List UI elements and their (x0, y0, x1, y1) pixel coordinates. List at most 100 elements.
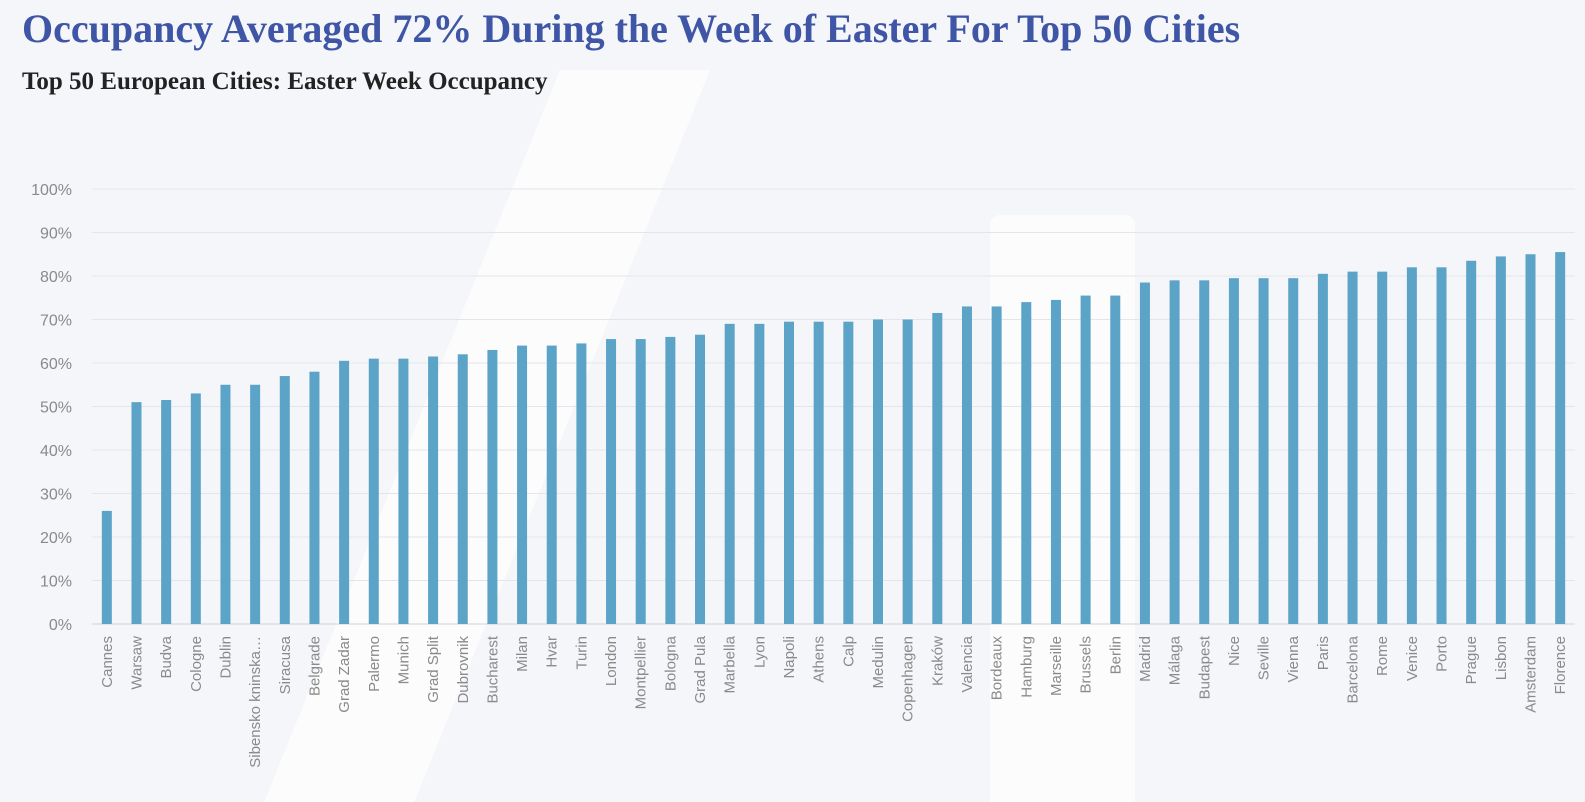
bar (635, 339, 646, 624)
bar (279, 376, 290, 624)
x-category-label: Rome (1374, 636, 1391, 676)
bar (1139, 282, 1150, 624)
page-title: Occupancy Averaged 72% During the Week o… (22, 6, 1241, 51)
bar (1110, 295, 1121, 624)
x-category-label: Florence (1552, 636, 1569, 694)
bar (843, 321, 854, 624)
x-category-label: Porto (1434, 636, 1451, 672)
bar (1050, 299, 1061, 624)
bar (1169, 280, 1180, 624)
y-tick-label: 80% (40, 269, 72, 286)
bar (1466, 260, 1477, 624)
x-category-label: Kraków (929, 636, 946, 686)
bar (606, 339, 617, 624)
y-tick-label: 40% (40, 443, 72, 460)
x-category-label: Seville (1256, 636, 1273, 680)
x-category-label: Warsaw (128, 636, 145, 690)
bar (339, 360, 350, 624)
x-category-label: Barcelona (1345, 635, 1362, 703)
x-category-label: Lisbon (1493, 636, 1510, 680)
x-category-label: Hamburg (1018, 636, 1035, 698)
bar (1258, 278, 1269, 624)
x-category-label: Marbella (722, 635, 739, 693)
bar (754, 323, 765, 624)
bar (428, 356, 439, 624)
bar (1288, 278, 1299, 624)
x-category-label: Paris (1315, 636, 1332, 670)
bars (101, 252, 1566, 624)
bar (695, 334, 706, 624)
x-category-label: Grad Zadar (336, 636, 353, 713)
x-category-label: Montpellier (633, 636, 650, 709)
y-tick-label: 50% (40, 400, 72, 417)
x-category-label: Bucharest (484, 635, 501, 703)
y-tick-label: 0% (49, 617, 72, 634)
x-category-label: Grad Split (425, 635, 442, 703)
x-category-label: Athens (811, 636, 828, 683)
x-category-label: Marseille (1048, 636, 1065, 696)
x-category-label: Grad Pula (692, 635, 709, 703)
x-category-label: Venice (1404, 636, 1421, 681)
bar (576, 343, 587, 624)
bar (101, 510, 112, 624)
x-category-label: Copenhagen (900, 636, 917, 722)
x-category-label: Milan (514, 636, 531, 672)
bar (1317, 273, 1328, 624)
x-category-label: Brussels (1078, 636, 1095, 694)
bar (1377, 271, 1388, 624)
x-category-label: Palermo (366, 636, 383, 692)
bar (457, 354, 468, 624)
bar (1080, 295, 1091, 624)
bar (1021, 302, 1032, 624)
bar (1228, 278, 1239, 624)
x-category-label: Munich (395, 636, 412, 684)
bar (991, 306, 1002, 624)
x-category-label: Napoli (781, 636, 798, 679)
y-axis-ticks: 0% 10% 20% 30% 40% 50% 60% 70% 80% 90% 100% (31, 182, 72, 634)
x-category-label: Prague (1463, 636, 1480, 684)
bar (398, 358, 409, 624)
bar (220, 384, 231, 624)
bar (902, 319, 913, 624)
x-category-label: Valencia (959, 635, 976, 692)
x-category-label: Dubrovnik (455, 636, 472, 704)
bar (517, 345, 528, 624)
bar (1406, 267, 1417, 624)
x-category-label: Sibensko kninska… (247, 636, 264, 768)
y-tick-label: 100% (31, 182, 72, 199)
y-tick-label: 20% (40, 530, 72, 547)
bar (1495, 256, 1506, 624)
y-tick-label: 60% (40, 356, 72, 373)
bar (131, 402, 142, 624)
x-category-label: Calp (840, 636, 857, 667)
bar (872, 319, 883, 624)
bar (784, 321, 795, 624)
chart-subtitle: Top 50 European Cities: Easter Week Occu… (22, 68, 548, 95)
x-category-label: Vienna (1285, 635, 1302, 682)
y-tick-label: 90% (40, 226, 72, 243)
x-category-label: Hvar (544, 636, 561, 668)
bar (1347, 271, 1358, 624)
x-category-label: Budva (158, 635, 175, 678)
y-tick-label: 10% (40, 574, 72, 591)
x-category-label: Amsterdam (1523, 636, 1540, 713)
x-axis-labels: Cannes Warsaw Budva Cologne Dublin Sibensko k… (99, 635, 1569, 768)
x-category-label: Siracusa (277, 635, 294, 694)
bar (161, 399, 172, 624)
x-category-label: Berlin (1107, 636, 1124, 674)
x-category-label: Cannes (99, 636, 116, 688)
bar (724, 323, 735, 624)
x-category-label: Cologne (188, 636, 205, 692)
x-category-label: Málaga (1167, 635, 1184, 685)
x-category-label: Nice (1226, 636, 1243, 666)
bar (546, 345, 557, 624)
bar (1555, 252, 1566, 624)
x-category-label: Medulin (870, 636, 887, 689)
bar (487, 349, 498, 624)
y-tick-label: 70% (40, 313, 72, 330)
bar (309, 371, 320, 624)
y-tick-label: 30% (40, 487, 72, 504)
x-category-label: Lyon (751, 636, 768, 668)
